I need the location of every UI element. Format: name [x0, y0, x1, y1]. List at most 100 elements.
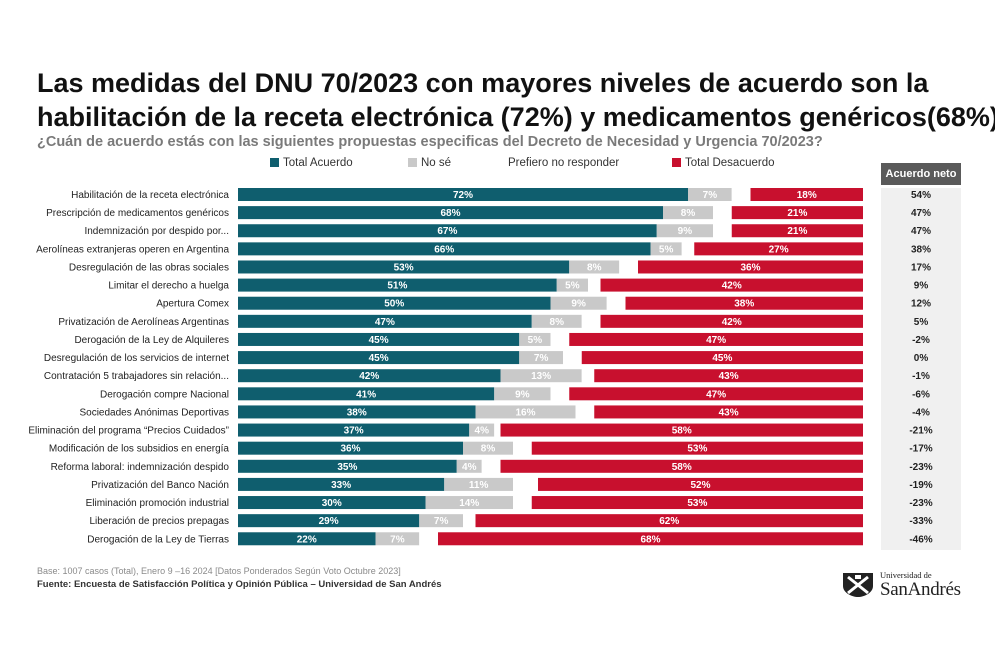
acuerdo-neto-value: 12%	[911, 299, 931, 310]
bar-acuerdo	[238, 351, 520, 365]
bar-desacuerdo	[438, 532, 863, 546]
bar-nose	[550, 296, 607, 310]
bar-desacuerdo	[731, 224, 863, 238]
bar-prefiero	[419, 532, 438, 546]
bar-acuerdo-label: 53%	[394, 262, 414, 273]
bar-acuerdo	[238, 423, 470, 437]
bar-desacuerdo	[531, 496, 863, 510]
bar-acuerdo	[238, 369, 501, 383]
legend-item-prefiero: Prefiero no responder	[508, 157, 619, 169]
bar-desacuerdo-label: 21%	[787, 208, 807, 219]
legend-label-acuerdo: Total Acuerdo	[283, 157, 353, 169]
bar-prefiero	[463, 514, 476, 528]
chart-subtitle: ¿Cuán de acuerdo estás con las siguiente…	[37, 134, 823, 150]
bar-nose-label: 8%	[587, 262, 602, 273]
bar-acuerdo-label: 30%	[322, 498, 342, 509]
category-label: Eliminación del programa “Precios Cuidad…	[28, 426, 229, 437]
bar-desacuerdo-label: 42%	[722, 281, 742, 292]
bar-nose-label: 14%	[459, 498, 479, 509]
bar-desacuerdo-label: 43%	[719, 371, 739, 382]
bar-acuerdo-label: 66%	[434, 244, 454, 255]
crest-icon	[843, 573, 873, 597]
bar-acuerdo-label: 47%	[375, 317, 395, 328]
legend-item-acuerdo: Total Acuerdo	[270, 157, 353, 169]
category-label: Prescripción de medicamentos genéricos	[46, 208, 229, 219]
bar-acuerdo	[238, 441, 463, 455]
category-label: Derogación compre Nacional	[100, 389, 229, 400]
bar-nose-label: 8%	[681, 208, 696, 219]
bar-prefiero	[513, 477, 538, 491]
category-label: Liberación de precios prepagas	[89, 516, 229, 527]
bar-acuerdo-label: 35%	[337, 462, 357, 473]
bar-acuerdo	[238, 405, 476, 419]
bar-nose	[456, 459, 482, 473]
bar-desacuerdo	[600, 314, 863, 328]
bar-desacuerdo-label: 62%	[659, 516, 679, 527]
acuerdo-neto-value: 54%	[911, 190, 931, 201]
category-label: Indemnización por despido por...	[84, 226, 229, 237]
bar-acuerdo	[238, 224, 657, 238]
bar-desacuerdo-label: 58%	[672, 462, 692, 473]
category-label: Limitar el derecho a huelga	[108, 281, 229, 292]
acuerdo-neto-value: -21%	[909, 426, 932, 437]
bar-desacuerdo-label: 47%	[706, 335, 726, 346]
bar-desacuerdo-label: 27%	[769, 244, 789, 255]
bar-desacuerdo-label: 42%	[722, 317, 742, 328]
bar-nose	[425, 496, 513, 510]
bar-nose-label: 16%	[515, 407, 535, 418]
chart-title-line-1: Las medidas del DNU 70/2023 con mayores …	[37, 68, 929, 98]
bar-desacuerdo-label: 21%	[787, 226, 807, 237]
bar-nose	[494, 387, 551, 401]
bar-acuerdo-label: 41%	[356, 389, 376, 400]
bar-acuerdo-label: 45%	[369, 335, 389, 346]
bar-nose	[688, 188, 732, 201]
legend-swatch-desacuerdo	[672, 158, 681, 167]
bar-nose	[519, 332, 551, 346]
legend-item-nose: No sé	[408, 157, 451, 169]
bar-acuerdo	[238, 477, 445, 491]
bar-acuerdo-label: 68%	[440, 208, 460, 219]
acuerdo-neto-value: 47%	[911, 226, 931, 237]
bar-nose-label: 7%	[703, 190, 718, 201]
bar-prefiero	[619, 260, 638, 274]
chart-title: Las medidas del DNU 70/2023 con mayores …	[37, 66, 995, 134]
legend-label-prefiero: Prefiero no responder	[508, 157, 620, 169]
category-label: Habilitación de la receta electrónica	[71, 190, 229, 201]
bar-desacuerdo	[594, 405, 863, 419]
acuerdo-neto-value: -1%	[912, 371, 930, 382]
bar-prefiero	[513, 496, 532, 510]
category-label: Modificación de los subsidios en energía	[49, 444, 230, 455]
bar-desacuerdo	[500, 423, 863, 437]
bar-nose	[531, 314, 582, 328]
bar-desacuerdo	[600, 278, 863, 292]
bar-nose-label: 9%	[515, 389, 530, 400]
bar-prefiero	[550, 332, 570, 346]
bar-desacuerdo	[581, 351, 863, 365]
bar-acuerdo	[238, 532, 376, 546]
bar-prefiero	[581, 314, 601, 328]
bar-desacuerdo-label: 45%	[712, 353, 732, 364]
bar-nose-label: 5%	[659, 244, 674, 255]
bar-acuerdo	[238, 206, 663, 220]
acuerdo-neto-value: -19%	[909, 480, 932, 491]
category-label: Aerolíneas extranjeras operen en Argenti…	[36, 244, 229, 255]
bar-desacuerdo	[569, 332, 863, 346]
bar-acuerdo	[238, 242, 651, 256]
acuerdo-neto-value: 17%	[911, 262, 931, 273]
bar-desacuerdo	[569, 387, 863, 401]
bar-acuerdo	[238, 188, 688, 201]
bar-prefiero	[681, 242, 695, 256]
bar-acuerdo	[238, 260, 570, 274]
bar-prefiero	[581, 369, 595, 383]
bar-acuerdo	[238, 459, 457, 473]
category-label: Sociedades Anónimas Deportivas	[79, 407, 229, 418]
bar-acuerdo-label: 42%	[359, 371, 379, 382]
acuerdo-neto-value: 38%	[911, 244, 931, 255]
acuerdo-neto-value: -23%	[909, 462, 932, 473]
acuerdo-neto-value: 9%	[914, 281, 929, 292]
bar-desacuerdo-label: 43%	[719, 407, 739, 418]
legend-swatch-acuerdo	[270, 158, 279, 167]
bar-acuerdo	[238, 332, 520, 346]
bar-nose-label: 9%	[678, 226, 693, 237]
category-label: Privatización de Aerolíneas Argentinas	[58, 317, 229, 328]
